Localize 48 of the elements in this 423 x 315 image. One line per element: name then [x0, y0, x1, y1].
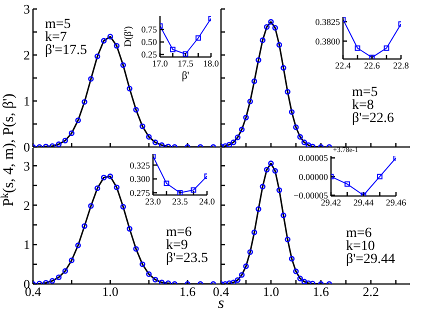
y-tick-label: −0.00005 [294, 190, 328, 200]
y-tick-label: 2 [24, 48, 30, 63]
x-tick-label: 22.8 [393, 60, 410, 70]
x-tick-label: 24.0 [199, 196, 216, 206]
y-tick-label: 0.275 [130, 188, 150, 198]
x-tick-label: 22.6 [364, 60, 380, 70]
y-tick-label: 0.3825 [315, 16, 340, 27]
annotation: k=9 [166, 238, 188, 253]
annotation: k=10 [346, 239, 375, 254]
y-tick-label: 0.25 [141, 50, 158, 60]
x-tick-label: 1.0 [102, 284, 118, 300]
y-axis-title: D(β') [123, 26, 134, 47]
annotation: β'=22.6 [352, 111, 394, 126]
x-tick-label: 23.0 [145, 196, 162, 206]
x-tick-label: 23.5 [172, 196, 188, 206]
y-tick-label: 0.325 [130, 160, 150, 170]
y-tick-label: 0.00000 [298, 172, 328, 182]
annotation: k=8 [352, 98, 374, 113]
y-tick-label: 3 [24, 2, 30, 17]
annotation: k=7 [45, 30, 67, 45]
annotation: m=6 [166, 225, 192, 240]
y-tick-label: 0.300 [130, 174, 150, 184]
y-tick-label: 0.75 [141, 24, 158, 35]
annotation: β'=23.5 [166, 251, 208, 266]
y-tick-label: 1 [24, 94, 30, 109]
x-tick-label: 22.4 [335, 60, 352, 70]
y-tick-label: 0 [24, 140, 30, 155]
y-tick-label: 0.00005 [298, 153, 328, 164]
x-tick-label: 17.5 [178, 58, 194, 68]
y-tick-label: 0.3800 [315, 36, 340, 46]
x-tick-label: 29.46 [386, 197, 407, 208]
annotation: m=6 [346, 226, 372, 241]
x-tick-label: 2.2 [362, 284, 379, 300]
x-tick-label: 17.0 [152, 58, 168, 68]
x-tick-label: 29.44 [353, 197, 374, 208]
annotation: β'=17.5 [45, 43, 88, 58]
x-tick-label: 1.6 [179, 284, 196, 300]
x-axis-title: β' [182, 70, 190, 82]
y-tick-label: 2 [24, 198, 30, 213]
annotation: m=5 [352, 85, 378, 100]
y-tick-label: 3 [24, 158, 30, 174]
x-tick-label: 1.6 [312, 284, 330, 300]
annotation: β'=29.44 [346, 252, 396, 267]
y-tick-label: 1 [24, 237, 30, 252]
x-tick-label: 1.0 [262, 284, 280, 300]
x-tick-label: 18.0 [203, 58, 220, 68]
y-tick-label: 0.50 [141, 37, 158, 48]
annotation: m=5 [45, 17, 71, 32]
